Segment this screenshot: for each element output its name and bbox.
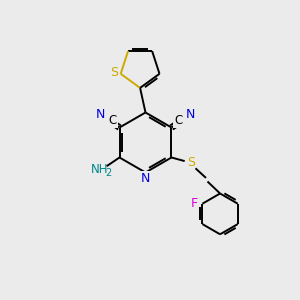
Text: C: C xyxy=(109,114,117,127)
Text: S: S xyxy=(187,156,195,170)
Text: F: F xyxy=(191,196,198,210)
Text: NH: NH xyxy=(91,163,109,176)
Text: C: C xyxy=(174,114,182,127)
Text: S: S xyxy=(110,66,118,79)
Text: N: N xyxy=(95,108,105,121)
Text: 2: 2 xyxy=(105,168,111,178)
Text: N: N xyxy=(186,108,196,121)
Text: N: N xyxy=(141,172,150,185)
